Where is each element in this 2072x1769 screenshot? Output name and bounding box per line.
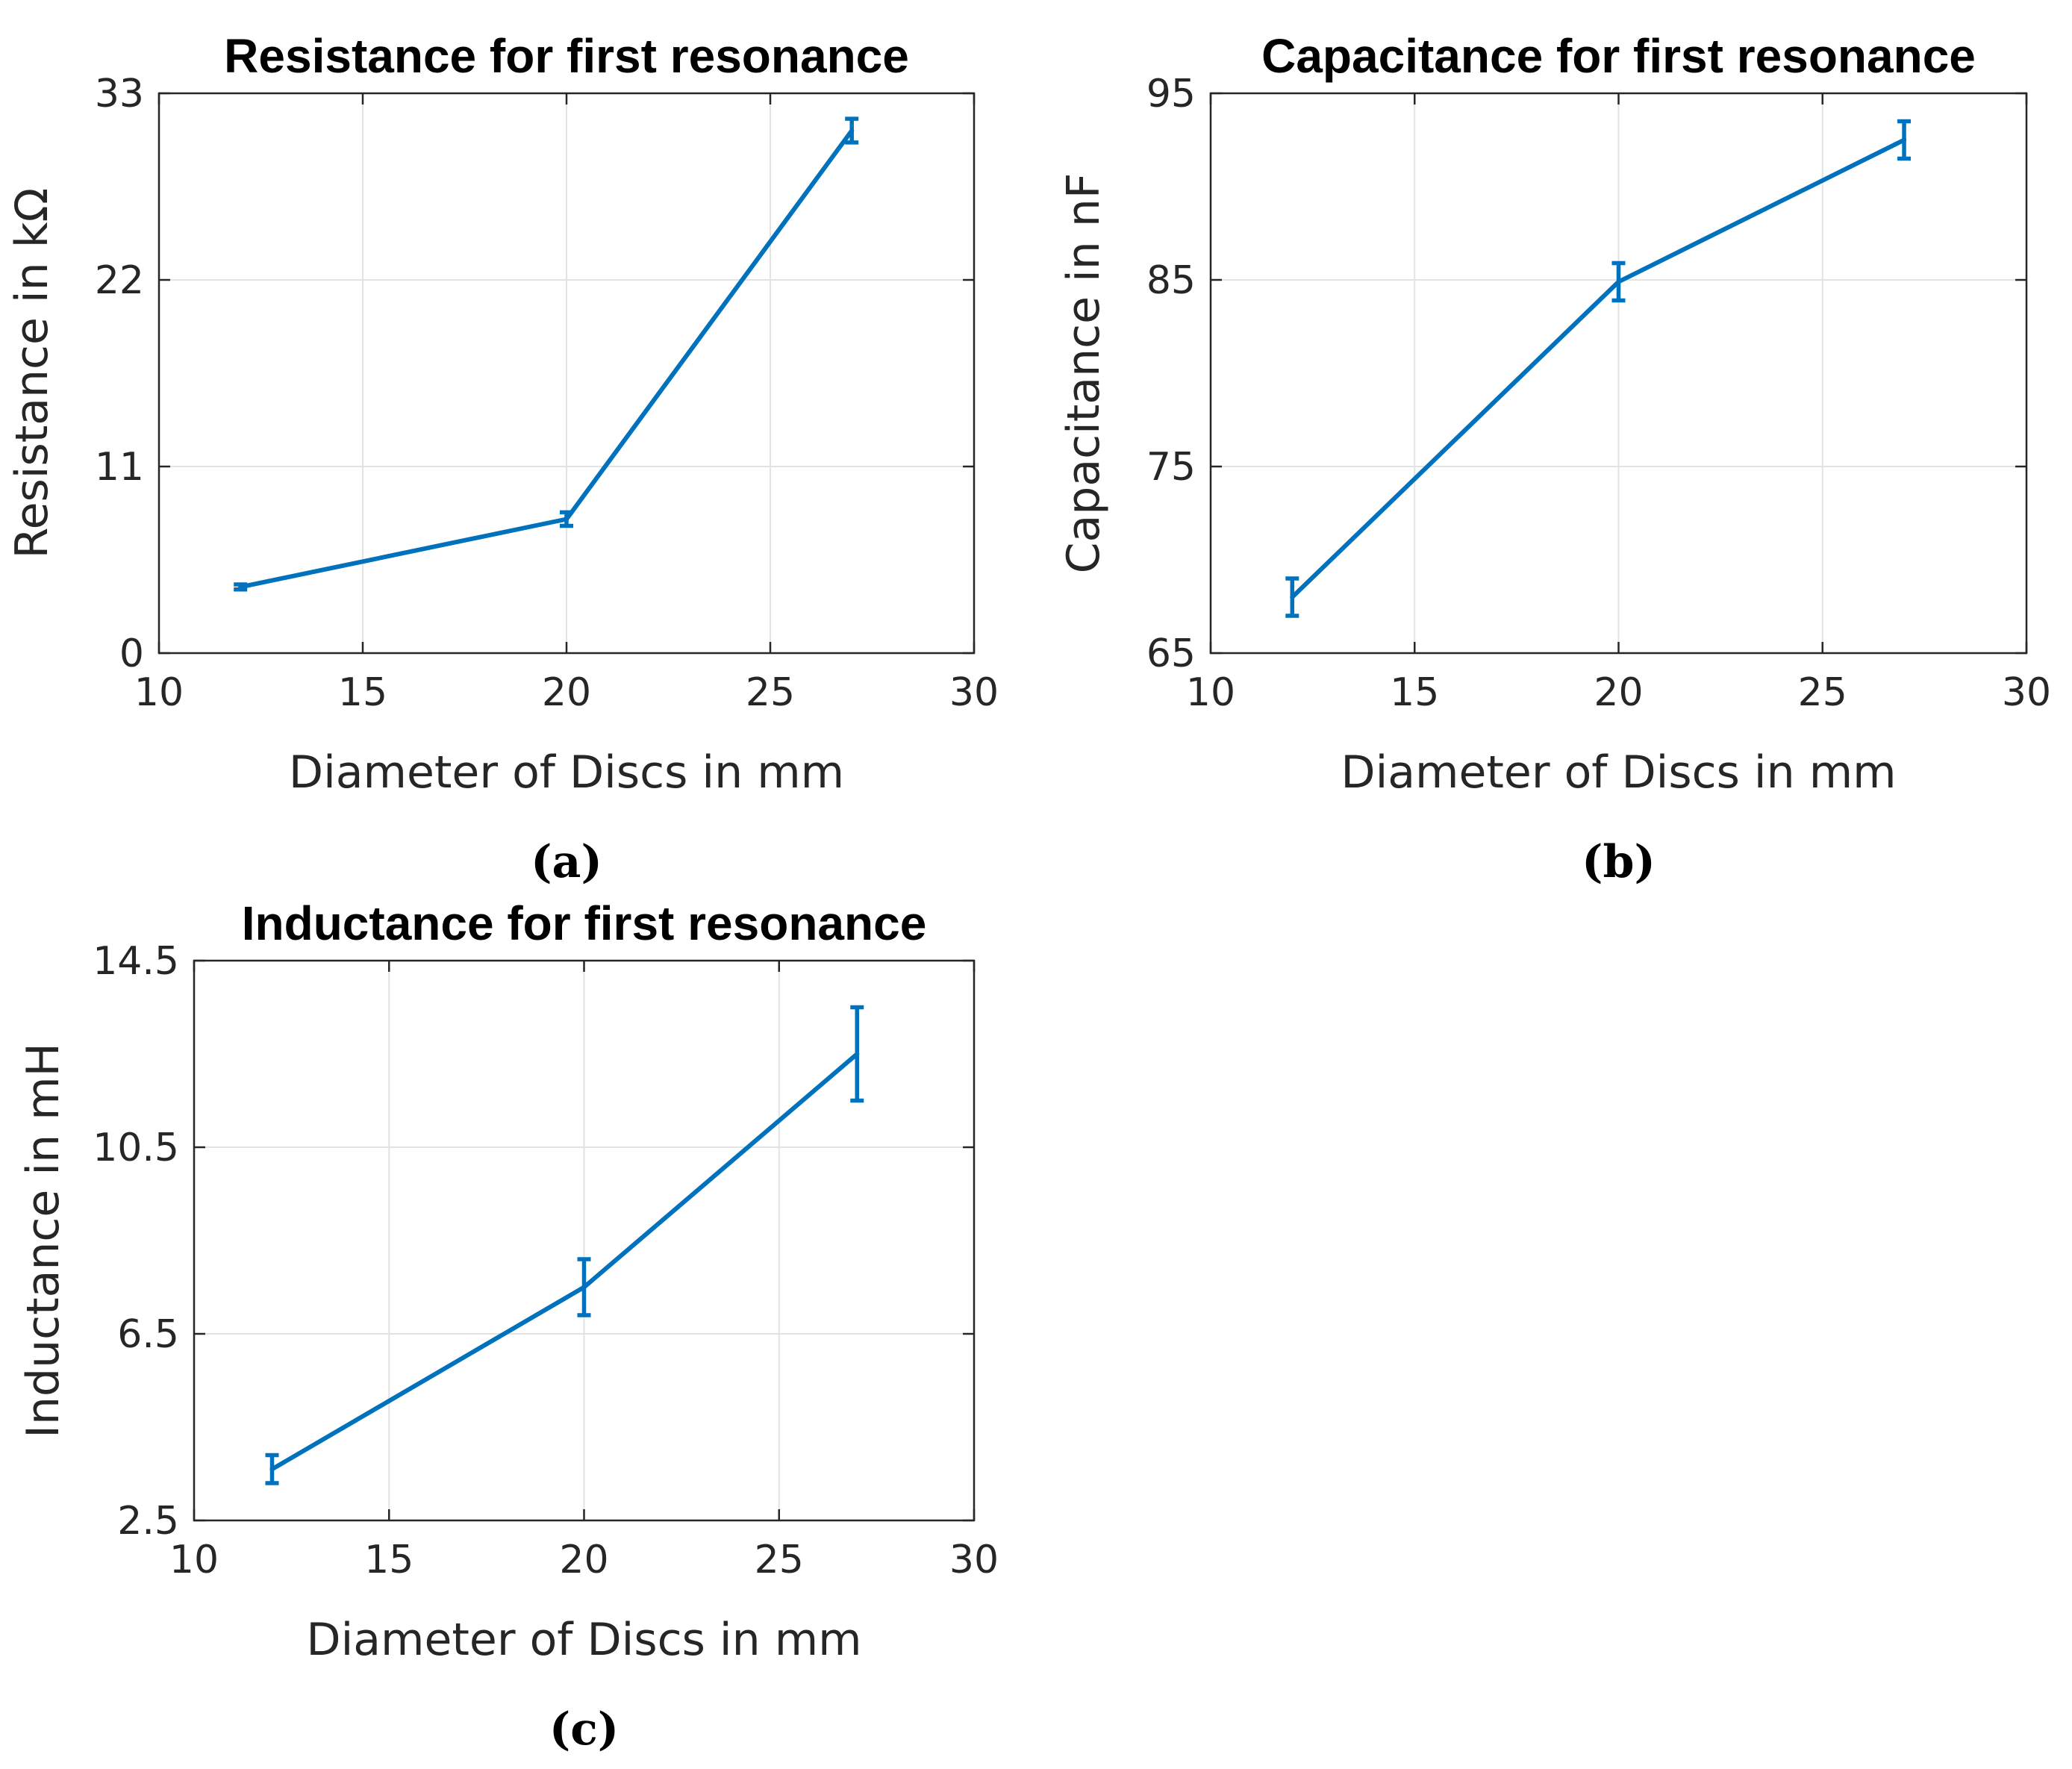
x-tick-label: 15 — [364, 1538, 414, 1582]
data-point — [849, 128, 855, 133]
data-point — [564, 517, 569, 522]
chart-title: Inductance for first resonance — [242, 896, 927, 950]
y-tick-label: 14.5 — [93, 939, 179, 984]
axes-frame — [1209, 92, 2028, 655]
x-tick-label: 10 — [134, 670, 184, 715]
y-axis-label: Capacitance in nF — [1058, 173, 1110, 574]
panel-caption: (a) — [531, 836, 602, 888]
y-tick-label: 10.5 — [93, 1126, 179, 1170]
y-axis-label: Resistance in kΩ — [6, 188, 58, 559]
y-tick-label: 33 — [95, 72, 144, 116]
y-axis-label: Inductance in mH — [17, 1043, 69, 1438]
x-tick-label: 10 — [169, 1538, 219, 1582]
y-tick-label: 2.5 — [117, 1499, 179, 1544]
axes-frame — [193, 959, 976, 1522]
y-tick-label: 85 — [1146, 258, 1196, 303]
x-tick-label: 25 — [755, 1538, 804, 1582]
x-tick-label: 30 — [949, 1538, 999, 1582]
x-tick-label: 15 — [1390, 670, 1439, 715]
data-point — [1902, 137, 1907, 143]
x-tick-label: 25 — [1798, 670, 1847, 715]
inductance-chart: 10 15 20 25 30 2.5 6.5 10.5 14.5 Inductance for f… — [17, 896, 999, 1756]
data-point — [855, 1052, 860, 1056]
x-axis-label: Diameter of Discs in mm — [289, 746, 844, 799]
resistance-chart: 10 15 20 25 30 0 11 22 33 Resistance for first re… — [6, 29, 999, 888]
y-tick-label: 22 — [95, 258, 144, 303]
y-tick-label: 6.5 — [117, 1312, 179, 1357]
x-tick-label: 10 — [1186, 670, 1235, 715]
data-point — [1616, 279, 1621, 284]
x-tick-label: 30 — [949, 670, 999, 715]
panel-caption: (c) — [549, 1703, 619, 1756]
data-point — [1290, 595, 1295, 599]
x-tick-label: 15 — [338, 670, 387, 715]
x-tick-label: 25 — [746, 670, 795, 715]
data-point — [238, 584, 243, 590]
x-tick-label: 30 — [2002, 670, 2051, 715]
x-axis-label: Diameter of Discs in mm — [1341, 746, 1896, 799]
data-point — [581, 1285, 587, 1290]
chart-title: Resistance for first resonance — [224, 29, 909, 83]
y-tick-label: 95 — [1146, 72, 1196, 116]
x-axis-label: Diameter of Discs in mm — [306, 1614, 861, 1666]
data-point — [269, 1467, 275, 1472]
y-tick-label: 75 — [1146, 445, 1196, 490]
chart-title: Capacitance for first resonance — [1261, 29, 1976, 83]
y-tick-label: 65 — [1146, 631, 1196, 676]
y-tick-label: 11 — [95, 445, 144, 490]
x-tick-label: 20 — [1594, 670, 1643, 715]
capacitance-chart: 10 15 20 25 30 65 75 85 95 Capacitance for first … — [1058, 29, 2051, 888]
x-tick-label: 20 — [542, 670, 591, 715]
axes-frame — [157, 92, 976, 655]
x-tick-label: 20 — [559, 1538, 608, 1582]
y-tick-label: 0 — [119, 631, 144, 676]
panel-caption: (b) — [1582, 836, 1656, 888]
